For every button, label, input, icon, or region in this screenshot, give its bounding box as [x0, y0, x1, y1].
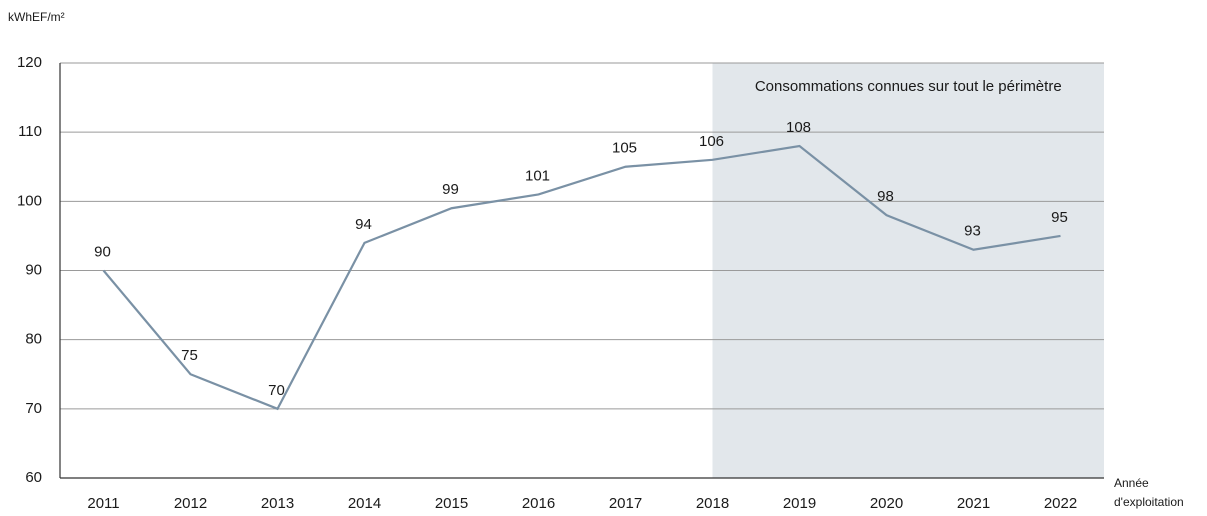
- data-line: [102, 144, 1061, 411]
- x-tick-label: 2017: [609, 495, 642, 512]
- x-tick-label: 2016: [522, 495, 555, 512]
- data-label: 75: [181, 347, 198, 364]
- y-tick-label: 100: [17, 192, 42, 209]
- data-label: 101: [525, 167, 550, 184]
- x-tick-label: 2012: [174, 495, 207, 512]
- data-label: 70: [268, 382, 285, 399]
- x-axis-label: d'exploitation: [1114, 495, 1184, 509]
- data-label: 108: [786, 119, 811, 136]
- y-tick-label: 80: [25, 331, 42, 348]
- x-tick-label: 2011: [87, 495, 119, 512]
- data-label: 105: [612, 140, 637, 157]
- y-tick-label: 120: [17, 54, 42, 71]
- data-label: 106: [699, 133, 724, 150]
- y-tick-label: 60: [25, 469, 42, 486]
- x-tick-label: 2015: [435, 495, 468, 512]
- x-tick-label: 2018: [696, 495, 729, 512]
- data-label: 99: [442, 181, 459, 198]
- x-tick-label: 2014: [348, 495, 381, 512]
- data-label: 98: [877, 188, 894, 205]
- data-label: 90: [94, 243, 111, 260]
- y-tick-label: 110: [18, 123, 42, 140]
- x-tick-label: 2013: [261, 495, 294, 512]
- x-tick-label: 2021: [957, 495, 990, 512]
- y-axis-label: kWhEF/m²: [8, 10, 65, 24]
- x-tick-label: 2020: [870, 495, 903, 512]
- y-tick-label: 90: [25, 261, 42, 278]
- x-tick-label: 2019: [783, 495, 816, 512]
- data-label: 94: [355, 216, 372, 233]
- highlight-label: Consommations connues sur tout le périmè…: [755, 78, 1062, 95]
- x-axis-label: Année: [1114, 476, 1149, 490]
- x-tick-label: 2022: [1044, 495, 1077, 512]
- y-tick-label: 70: [25, 400, 42, 417]
- data-label: 93: [964, 223, 981, 240]
- data-label: 95: [1051, 209, 1068, 226]
